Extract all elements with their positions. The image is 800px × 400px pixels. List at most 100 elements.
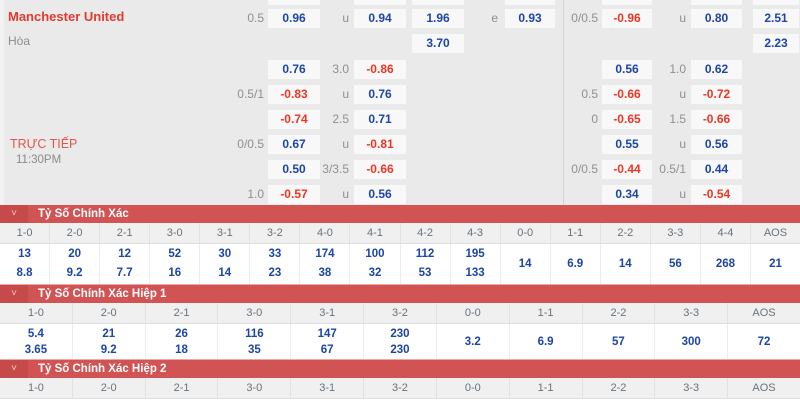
score-column-header: 0-0: [437, 378, 510, 398]
odds-cell[interactable]: -0.74: [268, 110, 320, 129]
score-odds-cell[interactable]: 5.4 3.65: [0, 324, 73, 359]
clipped-odds-box: [691, 0, 742, 5]
score-odds-cell[interactable]: 52 16: [150, 244, 201, 284]
handicap-label: 0.5/1: [659, 162, 686, 176]
score-odds-cell[interactable]: 6.9: [551, 244, 601, 284]
clipped-odds-box: [412, 0, 464, 5]
score-odds-cell[interactable]: 56: [651, 244, 701, 284]
score-odds-cell[interactable]: 14: [501, 244, 551, 284]
score-odds-cell[interactable]: 147 67: [291, 324, 365, 359]
score-column-header: AOS: [763, 227, 788, 239]
handicap-label: 0/0.5: [237, 137, 264, 151]
odds-cell[interactable]: 0.34: [602, 185, 652, 204]
score-odds-cell[interactable]: 14: [601, 244, 651, 284]
score-column-header: 1-0: [0, 303, 73, 323]
score-odds-cell[interactable]: 20 9.2: [50, 244, 101, 284]
score-odds-cell[interactable]: 3.2: [437, 324, 510, 359]
odds-cell[interactable]: -0.66: [602, 85, 652, 104]
score-odds-cell[interactable]: 268: [701, 244, 751, 284]
under-label: u: [342, 137, 349, 151]
score-odds-cell[interactable]: 116 35: [218, 324, 292, 359]
score-odds-cell[interactable]: 195 133: [451, 244, 501, 284]
score-odds-cell[interactable]: 57: [583, 324, 656, 359]
clipped-odds-box: [354, 0, 406, 5]
under-label: u: [342, 87, 349, 101]
odds-cell[interactable]: 0.55: [602, 135, 652, 154]
score-odds-cell[interactable]: 230 230: [364, 324, 437, 359]
score-odds-cell[interactable]: 112 53: [401, 244, 451, 284]
odds-cell[interactable]: 0.44: [691, 160, 742, 179]
section-title: Tỷ Số Chính Xác: [38, 208, 129, 220]
score-odds-cell[interactable]: 21 9.2: [73, 324, 146, 359]
odds-cell[interactable]: 0.94: [354, 9, 406, 28]
score-column-header: 3-0: [150, 223, 201, 243]
chevron-down-icon[interactable]: ˅: [0, 360, 28, 378]
odds-cell[interactable]: -0.57: [268, 185, 320, 204]
odds-cell[interactable]: 0.96: [268, 9, 320, 28]
odds-cell[interactable]: -0.65: [602, 110, 652, 129]
score-odds-cell[interactable]: 30 14: [200, 244, 251, 284]
score-column-header: 3-2: [250, 223, 301, 243]
score-column-header: 2-2: [583, 378, 656, 398]
home-team-name[interactable]: Manchester United: [8, 9, 125, 24]
odds-cell[interactable]: -0.66: [691, 110, 742, 129]
score-column-headers: 1-0 2-0 2-1 3-0 3-1 3-2 0-0 1-1 2-2 3-3 AOS: [0, 303, 800, 324]
clipped-odds-box: [505, 0, 555, 5]
odds-cell[interactable]: 0.56: [691, 135, 742, 154]
score-column-headers: 1-0 2-0 2-1 3-0 3-1 3-2 0-0 1-1 2-2 3-3 AOS: [0, 378, 800, 399]
odds-cell[interactable]: 2.51: [753, 9, 799, 28]
section-title: Tỷ Số Chính Xác Hiệp 1: [38, 288, 167, 300]
odds-cell[interactable]: 0.56: [602, 60, 652, 79]
under-label: u: [679, 137, 686, 151]
score-odds-cell[interactable]: 6.9: [510, 324, 583, 359]
score-odds-cell[interactable]: 12 7.7: [100, 244, 151, 284]
odds-cell[interactable]: -0.72: [691, 85, 742, 104]
chevron-down-icon[interactable]: ˅: [0, 285, 28, 303]
chevron-down-icon[interactable]: ˅: [0, 205, 28, 223]
correct-score-sections: ˅ Tỷ Số Chính Xác 1-0 2-0 2-1 3-0 3-1 3-2 4-0 4…: [0, 205, 800, 399]
odds-cell[interactable]: 2.23: [753, 34, 799, 53]
odds-cell[interactable]: -0.81: [354, 135, 406, 154]
odds-board: Manchester United Hòa TRỰC TIẾP 11:30PM …: [0, 0, 800, 205]
odds-cell[interactable]: 0.62: [691, 60, 742, 79]
odds-cell[interactable]: 0.56: [354, 185, 406, 204]
score-odds-cell[interactable]: 21: [769, 257, 782, 270]
odds-cell[interactable]: 0.93: [505, 9, 555, 28]
odds-cell[interactable]: -0.96: [602, 9, 652, 28]
odds-cell[interactable]: 0.76: [268, 60, 320, 79]
score-column-header: AOS: [752, 307, 776, 319]
odds-cell[interactable]: 0.50: [268, 160, 320, 179]
under-label: u: [679, 87, 686, 101]
score-odds-cell[interactable]: 300: [655, 324, 729, 359]
score-odds-cell[interactable]: 72: [757, 335, 771, 348]
odds-cell[interactable]: 0.76: [354, 85, 406, 104]
live-badge: TRỰC TIẾP: [10, 137, 78, 151]
odds-cell[interactable]: -0.54: [691, 185, 742, 204]
score-column-header: 3-1: [291, 378, 365, 398]
score-odds-cell[interactable]: 26 18: [146, 324, 219, 359]
score-column-header: 1-1: [551, 223, 601, 243]
odds-cell[interactable]: 3.70: [412, 34, 464, 53]
odds-cell[interactable]: -0.83: [268, 85, 320, 104]
odds-cell[interactable]: -0.66: [354, 160, 406, 179]
score-column-header: 1-1: [510, 378, 583, 398]
clipped-odds-box: [753, 0, 799, 5]
score-odds-cell[interactable]: 174 38: [300, 244, 351, 284]
odds-cell[interactable]: 0.67: [268, 135, 320, 154]
score-odds-cell[interactable]: 33 23: [250, 244, 301, 284]
score-column-header: 4-4: [701, 223, 751, 243]
score-odds-cell[interactable]: 13 8.8: [0, 244, 51, 284]
score-column-header: 2-0: [73, 378, 146, 398]
total-label: 1.5: [669, 112, 686, 126]
odds-cell[interactable]: 1.96: [412, 9, 464, 28]
odds-cell[interactable]: -0.44: [602, 160, 652, 179]
handicap-label: 0/0.5: [571, 162, 598, 176]
odds-cell[interactable]: 0.71: [354, 110, 406, 129]
score-column-header: 3-3: [655, 378, 729, 398]
odds-cell[interactable]: 0.80: [691, 9, 742, 28]
odds-cell[interactable]: -0.86: [354, 60, 406, 79]
score-odds-cell[interactable]: 100 32: [350, 244, 401, 284]
score-column-header: 1-0: [0, 223, 51, 243]
clipped-odds-box: [268, 0, 320, 5]
clipped-odds-box: [602, 0, 652, 5]
